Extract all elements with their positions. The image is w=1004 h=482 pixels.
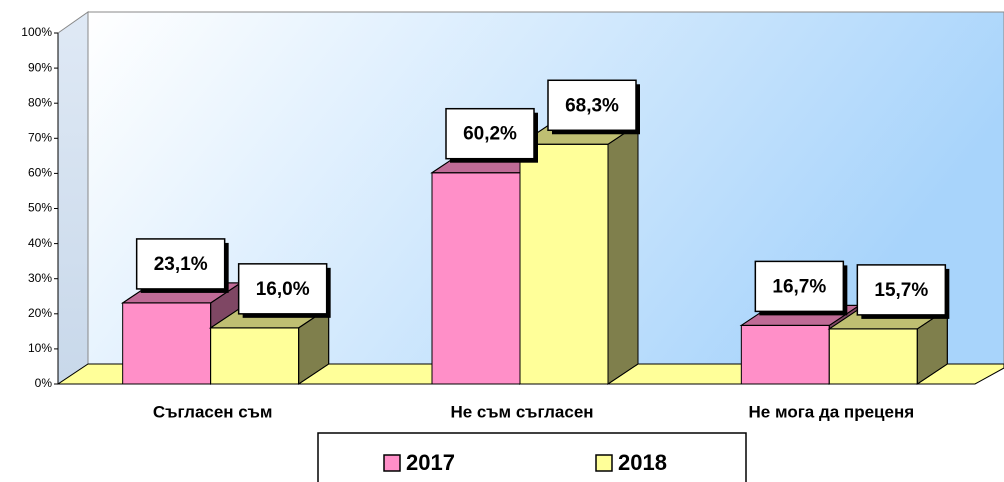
legend-swatch: [595, 454, 613, 472]
value-label-box: [547, 79, 637, 132]
value-label: 15,7%: [874, 280, 928, 301]
value-label-box: [856, 264, 947, 316]
value-label-box: [754, 260, 845, 313]
value-label: 68,3%: [565, 95, 619, 116]
bar-side-shade: [607, 123, 639, 385]
x-tick-label: Съгласен съм: [153, 402, 273, 421]
y-tick-label: 30%: [28, 271, 52, 285]
x-tick-label: Не съм съгласен: [450, 402, 593, 421]
bar: [122, 302, 212, 385]
y-tick-label: 90%: [28, 60, 52, 74]
legend-swatch: [383, 454, 401, 472]
y-tick-label: 100%: [21, 25, 52, 39]
bar: [210, 327, 300, 385]
value-label: 23,1%: [154, 254, 208, 275]
y-tick-label: 70%: [28, 130, 52, 144]
value-label: 60,2%: [463, 124, 517, 145]
x-tick-label: Не мога да преценя: [749, 402, 915, 421]
legend: [317, 432, 747, 482]
value-label-box: [135, 238, 226, 290]
y-tick-label: 60%: [28, 166, 52, 180]
bar: [431, 172, 521, 385]
y-tick-label: 0%: [35, 376, 53, 390]
bar: [519, 143, 609, 385]
side-wall: [57, 11, 89, 385]
legend-label: 2017: [406, 450, 455, 475]
y-tick-label: 10%: [28, 341, 52, 355]
y-tick-label: 80%: [28, 95, 52, 109]
bar: [740, 324, 830, 385]
value-label: 16,0%: [256, 279, 310, 300]
y-tick-label: 40%: [28, 236, 52, 250]
y-tick-label: 50%: [28, 201, 52, 215]
value-label-box: [445, 107, 535, 160]
y-tick-label: 20%: [28, 306, 52, 320]
legend-label: 2018: [618, 450, 667, 475]
value-label-box: [237, 263, 328, 315]
bar: [828, 328, 918, 385]
value-label: 16,7%: [772, 276, 826, 297]
